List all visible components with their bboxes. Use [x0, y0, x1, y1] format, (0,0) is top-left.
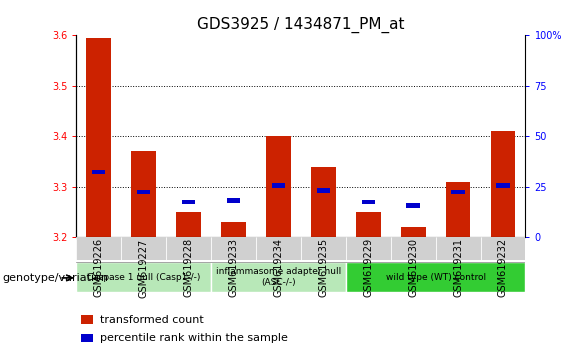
Bar — [227, 199, 240, 203]
Bar — [211, 237, 256, 260]
Bar — [221, 222, 246, 237]
Bar — [211, 262, 346, 292]
Bar — [76, 237, 121, 260]
Title: GDS3925 / 1434871_PM_at: GDS3925 / 1434871_PM_at — [197, 16, 405, 33]
Bar — [131, 152, 156, 237]
Bar — [362, 200, 375, 204]
Text: GSM619235: GSM619235 — [318, 238, 328, 297]
Text: GSM619231: GSM619231 — [453, 238, 463, 297]
Text: Caspase 1 null (Casp1-/-): Caspase 1 null (Casp1-/-) — [87, 273, 201, 281]
Bar — [76, 262, 211, 292]
Bar — [166, 237, 211, 260]
Bar — [86, 38, 111, 237]
Text: GSM619229: GSM619229 — [363, 238, 373, 297]
Text: GSM619226: GSM619226 — [94, 238, 104, 297]
Bar — [92, 170, 106, 174]
Text: GSM619233: GSM619233 — [228, 238, 238, 297]
Bar — [490, 131, 515, 237]
Text: inflammasome adapter null
(ASC-/-): inflammasome adapter null (ASC-/-) — [216, 267, 341, 287]
Bar — [137, 190, 150, 194]
Bar — [496, 183, 510, 188]
Bar — [256, 237, 301, 260]
Text: percentile rank within the sample: percentile rank within the sample — [99, 333, 288, 343]
Bar — [451, 190, 465, 194]
Bar — [346, 262, 525, 292]
Bar — [301, 237, 346, 260]
Bar — [176, 212, 201, 237]
Bar — [81, 315, 93, 324]
Bar — [182, 200, 195, 204]
Bar — [391, 237, 436, 260]
Bar — [356, 212, 381, 237]
Bar — [316, 188, 330, 193]
Bar — [481, 237, 525, 260]
Text: GSM619230: GSM619230 — [408, 238, 418, 297]
Bar — [401, 227, 425, 237]
Text: GSM619232: GSM619232 — [498, 238, 508, 297]
Bar — [272, 183, 285, 188]
Text: GSM619234: GSM619234 — [273, 238, 284, 297]
Bar — [311, 167, 336, 237]
Bar — [81, 334, 93, 342]
Bar — [436, 237, 481, 260]
Text: transformed count: transformed count — [99, 315, 203, 325]
Text: genotype/variation: genotype/variation — [3, 273, 109, 283]
Bar — [346, 237, 391, 260]
Text: GSM619227: GSM619227 — [138, 238, 149, 298]
Bar — [266, 136, 291, 237]
Text: wild type (WT) control: wild type (WT) control — [385, 273, 486, 281]
Text: GSM619228: GSM619228 — [184, 238, 194, 297]
Bar — [446, 182, 471, 237]
Bar — [406, 204, 420, 208]
Bar — [121, 237, 166, 260]
